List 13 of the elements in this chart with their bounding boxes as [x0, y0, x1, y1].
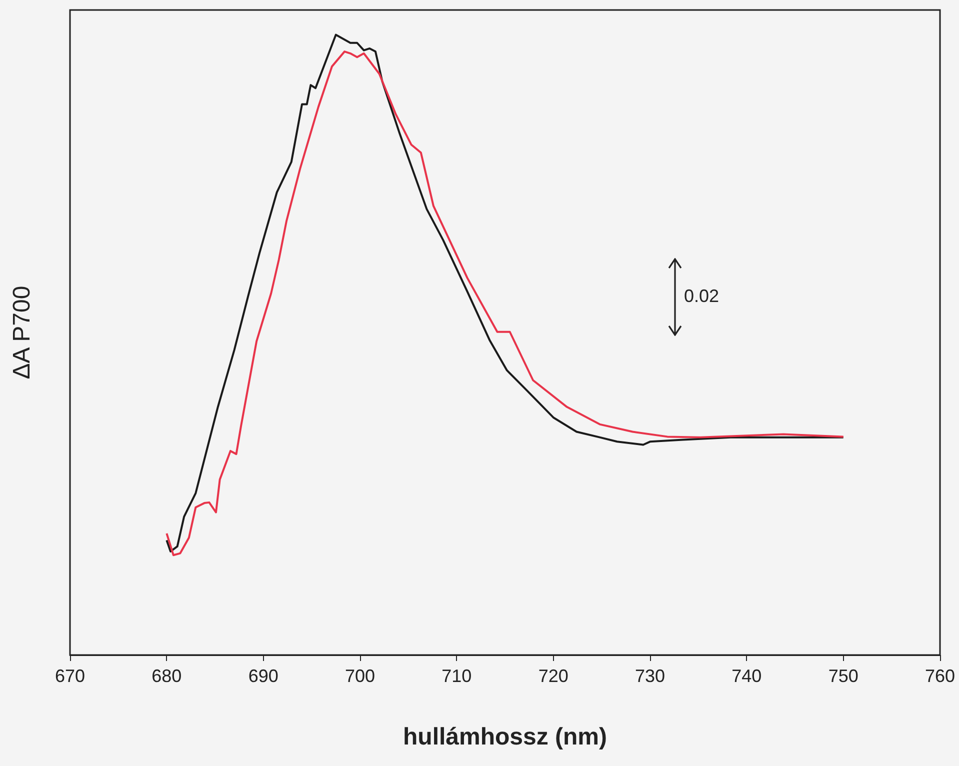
x-tick-label: 710 [442, 666, 472, 686]
x-tick-label: 750 [828, 666, 858, 686]
x-axis-title: hullámhossz (nm) [402, 724, 608, 750]
x-tick-label: 700 [344, 666, 376, 686]
annotation: 0.02 [684, 286, 720, 307]
x-tick-label: 690 [248, 666, 278, 686]
x-tick-label: 670 [54, 666, 86, 686]
x-tick-label: 680 [152, 666, 182, 686]
x-tick-label: 720 [538, 666, 568, 686]
x-tick-label: 760 [924, 666, 956, 686]
x-tick-label: 740 [732, 666, 762, 686]
y-axis-title: ΔA P700 [8, 286, 36, 380]
x-tick-label: 730 [634, 666, 666, 686]
